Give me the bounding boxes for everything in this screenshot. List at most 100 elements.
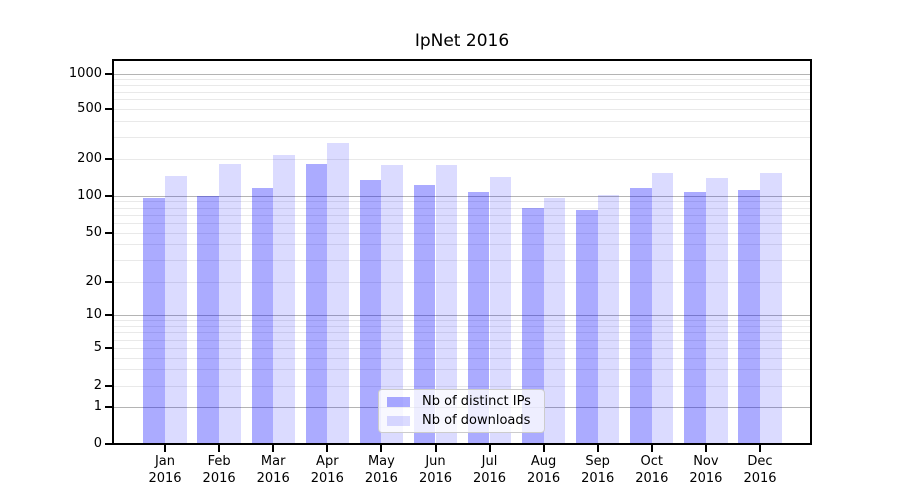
chart-title: IpNet 2016 bbox=[414, 31, 510, 51]
x-tick-label: Mar 2016 bbox=[256, 454, 290, 486]
y-tick bbox=[105, 385, 113, 387]
y-tick bbox=[105, 280, 113, 283]
y-tick bbox=[105, 158, 113, 161]
y-tick-label: 1000 bbox=[68, 65, 102, 81]
x-tick bbox=[218, 445, 221, 452]
x-tick-label: Nov 2016 bbox=[689, 454, 723, 486]
legend-label-distinct-ips: Nb of distinct IPs bbox=[422, 394, 531, 409]
gridline-minor bbox=[114, 320, 810, 322]
legend-swatch-distinct-ips bbox=[387, 396, 410, 407]
gridline-minor bbox=[114, 232, 810, 234]
bar-downloads-feb bbox=[219, 164, 241, 443]
y-tick bbox=[105, 347, 113, 350]
x-tick-label: Feb 2016 bbox=[202, 454, 236, 486]
y-tick-label: 500 bbox=[77, 100, 102, 116]
gridline-major bbox=[114, 195, 810, 197]
y-tick-label: 5 bbox=[93, 340, 102, 356]
legend: Nb of distinct IPs Nb of downloads bbox=[378, 389, 545, 433]
x-tick bbox=[380, 445, 383, 452]
y-tick bbox=[105, 107, 113, 110]
gridline-minor bbox=[114, 339, 810, 341]
bar-downloads-jan bbox=[165, 176, 187, 443]
legend-label-downloads: Nb of downloads bbox=[422, 413, 531, 428]
legend-entry-downloads: Nb of downloads bbox=[387, 411, 536, 430]
x-tick-label: Dec 2016 bbox=[743, 454, 777, 486]
gridline-minor bbox=[114, 214, 810, 216]
bar-distinct-ips-jan bbox=[143, 197, 165, 443]
bar-downloads-dec bbox=[760, 172, 782, 443]
x-tick bbox=[542, 445, 545, 452]
bar-distinct-ips-apr bbox=[305, 164, 328, 443]
plot-area-border bbox=[112, 59, 812, 445]
y-tick-label: 100 bbox=[77, 187, 102, 203]
x-tick bbox=[326, 445, 329, 452]
y-tick bbox=[105, 231, 113, 234]
y-tick bbox=[105, 314, 113, 316]
x-tick bbox=[650, 445, 653, 452]
gridline-minor bbox=[114, 207, 810, 209]
gridline-minor bbox=[114, 357, 810, 359]
bar-downloads-jul bbox=[489, 177, 512, 443]
bar-downloads-oct bbox=[651, 173, 674, 443]
gridline-minor bbox=[114, 201, 810, 203]
bar-distinct-ips-sep bbox=[576, 209, 598, 443]
gridline-minor bbox=[114, 159, 810, 161]
x-tick-label: May 2016 bbox=[364, 454, 398, 486]
gridline-minor bbox=[114, 259, 810, 261]
y-tick-label: 20 bbox=[85, 273, 102, 289]
bar-distinct-ips-feb bbox=[197, 195, 220, 443]
gridline-minor bbox=[114, 78, 810, 80]
y-tick bbox=[105, 72, 113, 75]
x-tick-label: Aug 2016 bbox=[527, 454, 561, 486]
bar-distinct-ips-may bbox=[359, 180, 382, 443]
bar-downloads-aug bbox=[543, 197, 566, 443]
x-tick-label: Jun 2016 bbox=[418, 454, 453, 486]
legend-entry-distinct-ips: Nb of distinct IPs bbox=[387, 392, 536, 411]
x-tick-label: Jan 2016 bbox=[148, 454, 182, 486]
gridline-minor bbox=[114, 84, 810, 86]
y-tick bbox=[105, 194, 113, 197]
y-tick-label: 0 bbox=[93, 436, 102, 451]
y-tick-label: 50 bbox=[85, 224, 102, 240]
gridline-major bbox=[114, 73, 810, 75]
y-tick-label: 2 bbox=[93, 378, 102, 393]
bar-downloads-may bbox=[381, 164, 404, 443]
bar-downloads-apr bbox=[327, 142, 349, 443]
x-tick-label: Jul 2016 bbox=[472, 454, 507, 486]
x-tick bbox=[759, 445, 761, 452]
x-tick bbox=[704, 445, 707, 452]
bar-distinct-ips-jun bbox=[413, 184, 436, 443]
bar-distinct-ips-mar bbox=[251, 187, 274, 443]
gridline-major bbox=[114, 315, 810, 316]
legend-swatch-downloads bbox=[387, 415, 410, 426]
gridline-minor bbox=[114, 222, 810, 224]
x-tick bbox=[596, 445, 599, 452]
x-tick-label: Oct 2016 bbox=[635, 454, 669, 486]
bar-distinct-ips-nov bbox=[684, 191, 706, 443]
gridline-minor bbox=[114, 91, 810, 93]
y-tick-label: 1 bbox=[93, 399, 102, 415]
bar-downloads-nov bbox=[705, 177, 728, 443]
bar-distinct-ips-aug bbox=[521, 207, 544, 443]
gridline-minor bbox=[114, 120, 810, 122]
bar-downloads-mar bbox=[273, 155, 295, 443]
gridline-minor bbox=[114, 136, 810, 138]
gridline-minor bbox=[114, 386, 810, 387]
x-tick-label: Apr 2016 bbox=[310, 454, 344, 486]
gridline-minor bbox=[114, 108, 810, 110]
gridline-minor bbox=[114, 325, 810, 327]
x-tick bbox=[488, 445, 491, 452]
bar-downloads-sep bbox=[597, 195, 620, 443]
y-tick-label: 10 bbox=[85, 307, 102, 322]
gridline-minor bbox=[114, 348, 810, 350]
gridline-minor bbox=[114, 99, 810, 101]
bar-distinct-ips-jul bbox=[467, 191, 490, 443]
y-tick bbox=[105, 443, 113, 445]
bar-distinct-ips-oct bbox=[630, 187, 652, 443]
gridline-minor bbox=[114, 332, 810, 334]
gridline-minor bbox=[114, 369, 810, 371]
gridline-minor bbox=[114, 281, 810, 283]
x-tick-label: Sep 2016 bbox=[581, 454, 615, 486]
y-tick-label: 200 bbox=[77, 151, 102, 167]
